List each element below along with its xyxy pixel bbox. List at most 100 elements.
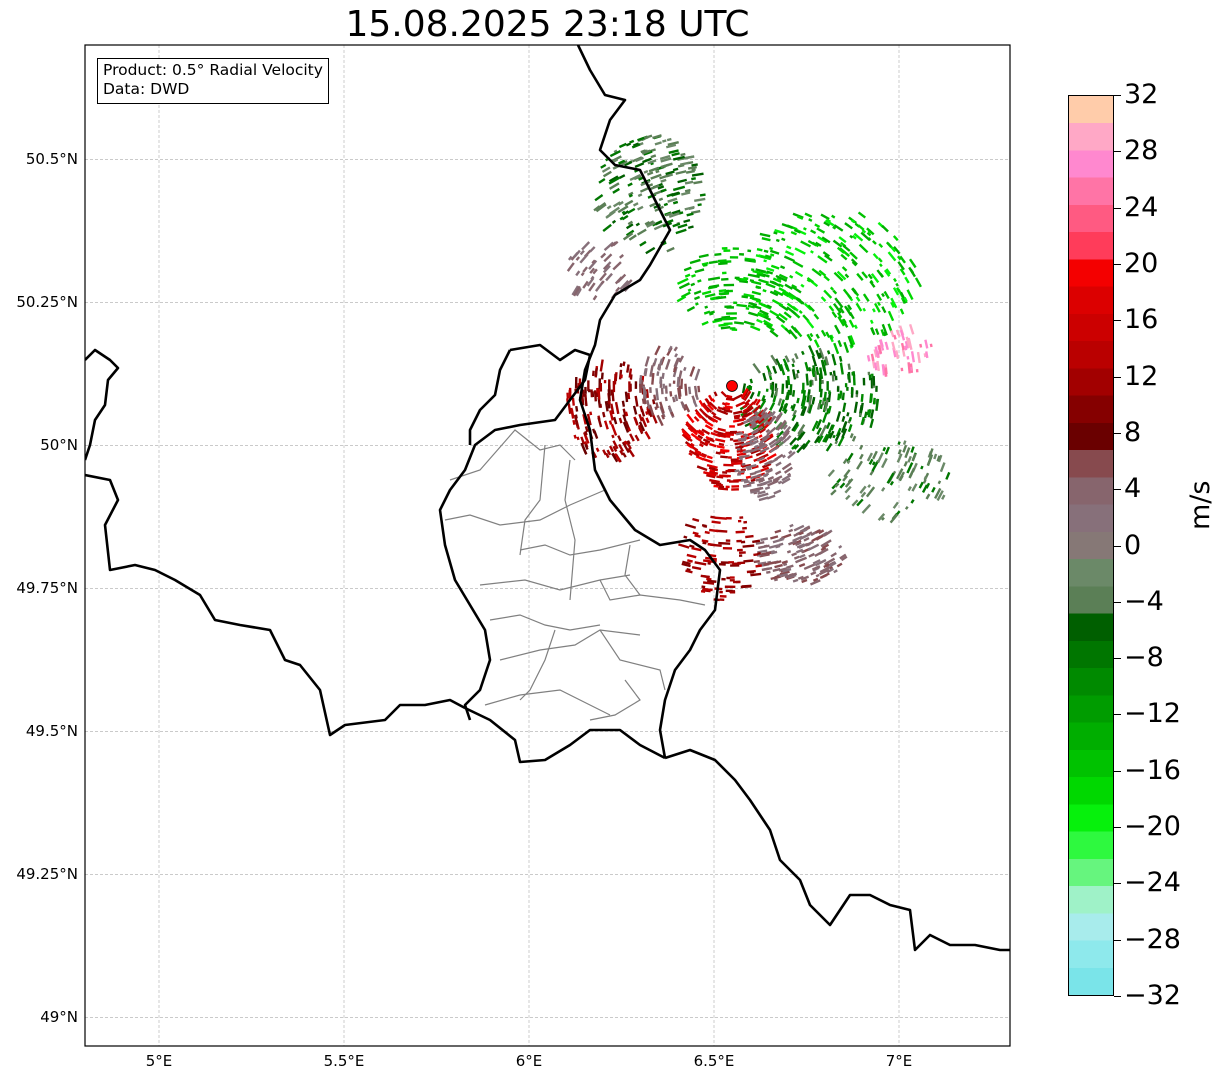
velocity-echo [603, 253, 613, 263]
velocity-echo [594, 367, 598, 377]
velocity-echo [725, 485, 730, 489]
velocity-echo [571, 285, 580, 296]
velocity-echo [778, 567, 788, 572]
lon-tick-label: 7°E [885, 1052, 913, 1070]
velocity-echo [584, 443, 589, 450]
velocity-echo [858, 243, 869, 254]
velocity-echo [860, 402, 864, 411]
velocity-echo [914, 277, 922, 288]
velocity-echo [833, 342, 840, 355]
velocity-echo [797, 215, 804, 220]
velocity-echo [603, 420, 609, 430]
velocity-echo [663, 202, 669, 207]
velocity-echo [866, 227, 875, 236]
velocity-echo [757, 443, 768, 451]
velocity-echo [659, 401, 665, 414]
velocity-echo [697, 279, 702, 283]
velocity-echo [691, 273, 696, 278]
velocity-echo [897, 449, 902, 455]
velocity-echo [592, 295, 598, 301]
velocity-echo [766, 570, 771, 574]
velocity-echo [604, 400, 609, 412]
velocity-echo [769, 253, 775, 257]
velocity-echo [746, 467, 752, 471]
velocity-echo [887, 251, 897, 262]
velocity-echo [897, 255, 902, 261]
velocity-echo [895, 287, 901, 293]
velocity-echo [851, 371, 855, 376]
colorbar-tick [1114, 263, 1121, 265]
velocity-echo [684, 180, 694, 185]
lat-tick-label: 50.25°N [16, 293, 78, 312]
velocity-echo [842, 402, 847, 413]
velocity-echo [853, 401, 858, 414]
colorbar-tick [1114, 714, 1121, 716]
velocity-echo [936, 490, 944, 501]
velocity-echo [749, 391, 755, 400]
velocity-echo [603, 241, 614, 252]
velocity-echo [784, 283, 794, 290]
colorbar-tick [1114, 432, 1121, 434]
velocity-echo [743, 390, 752, 402]
velocity-echo [708, 260, 719, 265]
velocity-echo [836, 270, 847, 281]
velocity-echo [610, 403, 615, 415]
velocity-echo [783, 255, 796, 263]
velocity-echo [567, 255, 573, 261]
velocity-echo [737, 473, 741, 476]
velocity-echo [802, 227, 807, 231]
velocity-echo [762, 372, 767, 382]
velocity-echo [798, 431, 806, 441]
velocity-echo [606, 205, 612, 210]
velocity-echo [753, 559, 760, 564]
velocity-echo [819, 566, 831, 574]
velocity-echo [849, 433, 854, 439]
velocity-echo [757, 442, 766, 449]
colorbar-tick-label: 12 [1124, 360, 1159, 392]
velocity-echo [666, 246, 675, 253]
velocity-echo [676, 295, 687, 303]
colorbar-unit-label: m/s [1185, 480, 1216, 530]
velocity-echo [643, 169, 649, 174]
velocity-echo [936, 455, 941, 462]
velocity-echo [836, 386, 840, 392]
velocity-echo [602, 170, 612, 178]
velocity-echo [701, 320, 709, 326]
velocity-echo [733, 301, 737, 305]
velocity-echo [660, 162, 673, 169]
velocity-echo [660, 157, 672, 163]
velocity-echo [883, 269, 891, 277]
velocity-echo [905, 336, 911, 349]
velocity-echo [763, 259, 767, 263]
velocity-echo [920, 465, 924, 470]
velocity-echo [684, 188, 691, 193]
velocity-echo [702, 404, 710, 413]
velocity-echo [654, 345, 661, 356]
velocity-echo [876, 360, 880, 372]
velocity-echo [817, 435, 824, 444]
velocity-echo [808, 552, 815, 558]
velocity-echo [867, 273, 873, 280]
velocity-echo [722, 474, 731, 478]
velocity-echo [805, 540, 815, 547]
colorbar-tick [1114, 827, 1121, 829]
velocity-echo [759, 417, 769, 427]
velocity-echo [820, 213, 830, 221]
velocity-echo [707, 403, 715, 411]
velocity-echo [634, 417, 639, 425]
velocity-echo [598, 178, 606, 184]
colorbar-tick-label: −32 [1124, 980, 1181, 1011]
velocity-echo [717, 259, 727, 263]
velocity-echo [739, 516, 744, 519]
velocity-echo [751, 290, 762, 296]
velocity-echo [767, 479, 779, 487]
canton-border-far-south [484, 689, 611, 716]
velocity-echo [859, 485, 867, 494]
velocity-echo [707, 579, 717, 583]
velocity-echo [717, 487, 729, 491]
velocity-echo [776, 430, 785, 439]
velocity-echo [710, 543, 722, 548]
velocity-echo [750, 478, 756, 482]
velocity-echo [669, 391, 673, 397]
velocity-echo [814, 550, 824, 557]
